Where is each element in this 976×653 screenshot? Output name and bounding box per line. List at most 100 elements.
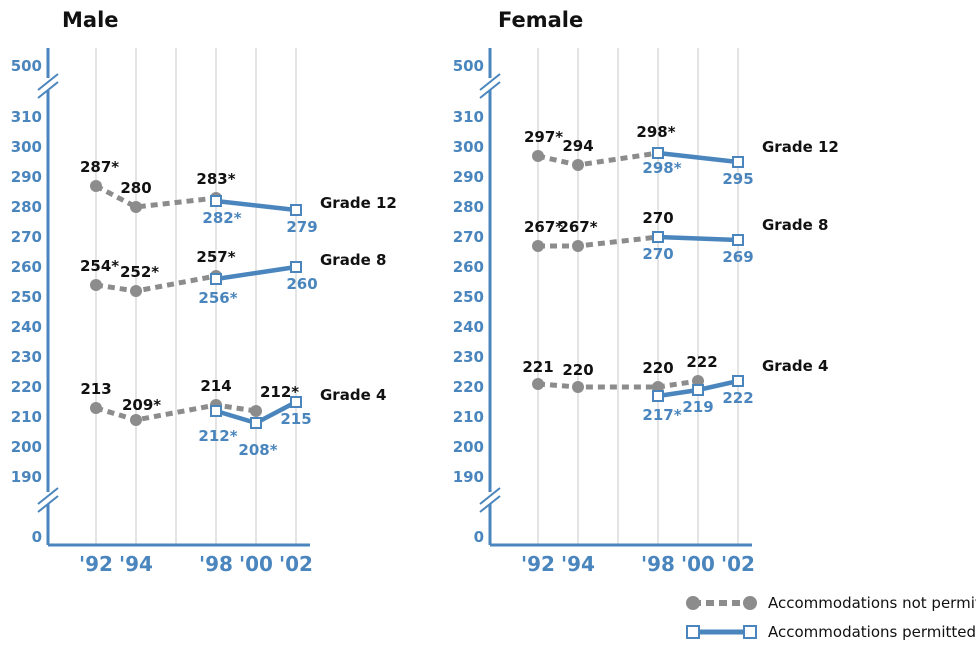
axis-break-mark	[37, 487, 59, 505]
data-label: 295	[722, 170, 753, 188]
data-label: 270	[642, 245, 673, 263]
data-label: 260	[286, 275, 317, 293]
data-label: 222	[686, 353, 717, 371]
data-label: 220	[562, 361, 593, 379]
data-label: 280	[120, 179, 151, 197]
data-point-not-permitted	[90, 180, 102, 192]
data-point-not-permitted	[90, 279, 102, 291]
data-point-permitted	[210, 273, 222, 285]
chart-panel-male: Male 500 310 300 290 280 270 260 250 240 230 220 210…	[11, 8, 397, 576]
data-label: 252*	[120, 263, 159, 281]
y-tick-label: 190	[453, 468, 484, 486]
data-point-not-permitted	[130, 285, 142, 297]
data-label: 220	[642, 359, 673, 377]
data-point-permitted	[652, 231, 664, 243]
legend-label-not-permitted: Accommodations not permitted	[768, 594, 976, 612]
axis-break-mark	[37, 495, 59, 513]
data-label: 217*	[642, 406, 681, 424]
x-tick-label: '98	[641, 552, 675, 576]
series-group-label: Grade 4	[762, 357, 828, 375]
y-tick-label: 240	[11, 318, 42, 336]
data-label: 215	[280, 410, 311, 428]
y-tick-label: 250	[453, 288, 484, 306]
data-label: 214	[200, 377, 231, 395]
data-label: 219	[682, 398, 713, 416]
data-point-permitted	[290, 396, 302, 408]
data-point-not-permitted	[90, 402, 102, 414]
y-tick-label: 200	[11, 438, 42, 456]
series-group-label: Grade 12	[320, 194, 397, 212]
x-tick-label: '00	[239, 552, 273, 576]
y-tick-label: 270	[453, 228, 484, 246]
data-point-not-permitted	[532, 150, 544, 162]
x-tick-label: '98	[199, 552, 233, 576]
y-tick-label: 240	[453, 318, 484, 336]
data-label: 298*	[642, 159, 681, 177]
y-tick-label: 220	[453, 378, 484, 396]
data-label: 213	[80, 380, 111, 398]
series-group-label: Grade 4	[320, 386, 386, 404]
y-tick-label: 190	[11, 468, 42, 486]
y-tick-label: 300	[11, 138, 42, 156]
data-point-not-permitted	[130, 201, 142, 213]
data-point-permitted	[250, 417, 262, 429]
axis-break-mark	[479, 73, 501, 91]
y-tick-label: 230	[453, 348, 484, 366]
x-tick-label: '00	[681, 552, 715, 576]
data-label: 256*	[198, 289, 237, 307]
x-tick-label: '92	[79, 552, 113, 576]
data-point-permitted	[652, 390, 664, 402]
data-label: 212*	[260, 383, 299, 401]
data-point-permitted	[290, 261, 302, 273]
data-label: 270	[642, 209, 673, 227]
series-line-permitted	[657, 150, 739, 165]
y-tick-label: 280	[453, 198, 484, 216]
data-point-permitted	[732, 234, 744, 246]
y-tick-label: 310	[453, 108, 484, 126]
y-tick-label: 280	[11, 198, 42, 216]
y-tick-label: 310	[11, 108, 42, 126]
x-tick-label: '94	[561, 552, 595, 576]
axis-break-mark	[37, 81, 59, 99]
data-label: 279	[286, 218, 317, 236]
x-tick-label: '94	[119, 552, 153, 576]
y-tick-label: 250	[11, 288, 42, 306]
data-label: 254*	[80, 257, 119, 275]
data-point-permitted	[692, 384, 704, 396]
data-label: 282*	[202, 209, 241, 227]
axis-break-mark	[479, 495, 501, 513]
data-label: 267*	[524, 218, 563, 236]
axis-break-mark	[37, 73, 59, 91]
legend-label-permitted: Accommodations permitted	[768, 623, 976, 641]
y-tick-label: 220	[11, 378, 42, 396]
chart-title: Male	[62, 8, 119, 32]
data-point-not-permitted	[572, 159, 584, 171]
series-line-not-permitted	[538, 234, 659, 249]
data-point-permitted	[732, 156, 744, 168]
data-label: 222	[722, 389, 753, 407]
y-tick-label: 230	[11, 348, 42, 366]
chart-title: Female	[498, 8, 583, 32]
y-tick-label: 0	[32, 528, 42, 546]
legend: Accommodations not permitted Accommodatio…	[686, 594, 976, 641]
legend-marker-permitted	[686, 625, 700, 639]
y-tick-label: 210	[453, 408, 484, 426]
series-line-permitted	[657, 234, 739, 243]
series-line-permitted	[215, 198, 297, 213]
legend-marker-permitted	[743, 625, 757, 639]
data-point-not-permitted	[532, 378, 544, 390]
data-label: 287*	[80, 158, 119, 176]
y-tick-label: 290	[11, 168, 42, 186]
data-label: 298*	[636, 123, 675, 141]
data-label: 209*	[122, 396, 161, 414]
data-label: 269	[722, 248, 753, 266]
chart-panel-female: Female 500 310 300 290 280 270 260 250 240 230 220 2…	[453, 8, 839, 576]
data-label: 257*	[196, 248, 235, 266]
x-tick-label: '02	[721, 552, 755, 576]
series-group-label: Grade 8	[320, 251, 386, 269]
series-group-label: Grade 8	[762, 216, 828, 234]
data-point-permitted	[652, 147, 664, 159]
data-point-not-permitted	[130, 414, 142, 426]
